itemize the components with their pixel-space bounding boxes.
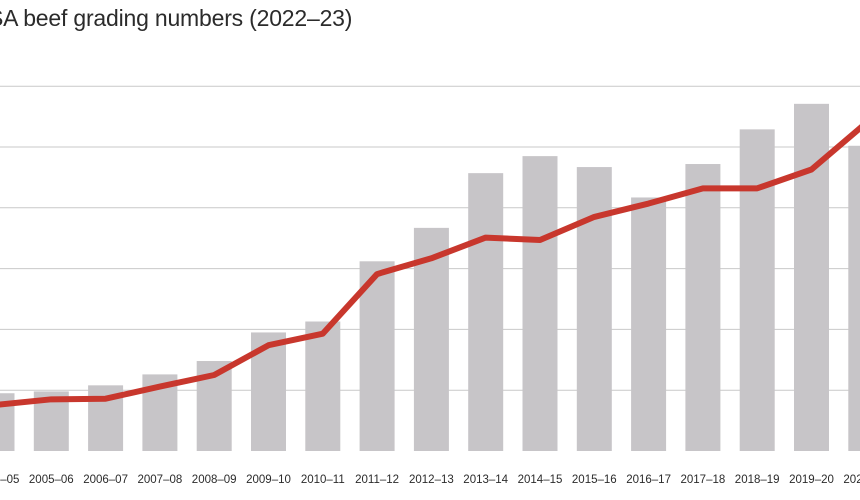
bar bbox=[0, 393, 15, 451]
x-axis-tick-labels: 2004–05 2005–06 2006–07 2007–08 2008–09 2009–… bbox=[0, 474, 860, 486]
bar bbox=[631, 197, 667, 451]
bar bbox=[413, 227, 449, 451]
bar bbox=[522, 156, 558, 451]
x-tick-label: 2016–17 bbox=[626, 474, 671, 486]
bar bbox=[685, 164, 721, 452]
x-tick-label: 2005–06 bbox=[29, 474, 74, 486]
x-tick-label: 2010–11 bbox=[301, 474, 345, 486]
x-tick-label: 2019–20 bbox=[789, 474, 834, 486]
x-tick-label: 2004–05 bbox=[0, 474, 19, 486]
bar bbox=[305, 321, 341, 451]
chart-title: SA beef grading numbers (2022–23) bbox=[0, 5, 353, 31]
x-tick-label: 2007–08 bbox=[138, 474, 183, 486]
bar bbox=[359, 261, 395, 451]
x-tick-label: 2013–14 bbox=[463, 474, 508, 486]
line-series bbox=[0, 124, 860, 408]
bar bbox=[468, 173, 504, 452]
x-tick-label: 2017–18 bbox=[681, 474, 726, 486]
x-tick-label: 2014–15 bbox=[518, 474, 563, 486]
bar bbox=[739, 129, 775, 452]
x-tick-label: 2012–13 bbox=[409, 474, 454, 486]
bar bbox=[848, 145, 860, 451]
x-tick-label: 2018–19 bbox=[735, 474, 780, 486]
x-tick-label: 2006–07 bbox=[83, 474, 128, 486]
x-tick-label: 2008–09 bbox=[192, 474, 237, 486]
line-path bbox=[0, 124, 860, 408]
x-tick-label: 2015–16 bbox=[572, 474, 617, 486]
bar bbox=[576, 167, 612, 451]
x-tick-label: 2011–12 bbox=[355, 474, 399, 486]
bar-series bbox=[0, 103, 860, 452]
x-tick-label: 2009–10 bbox=[246, 474, 291, 486]
